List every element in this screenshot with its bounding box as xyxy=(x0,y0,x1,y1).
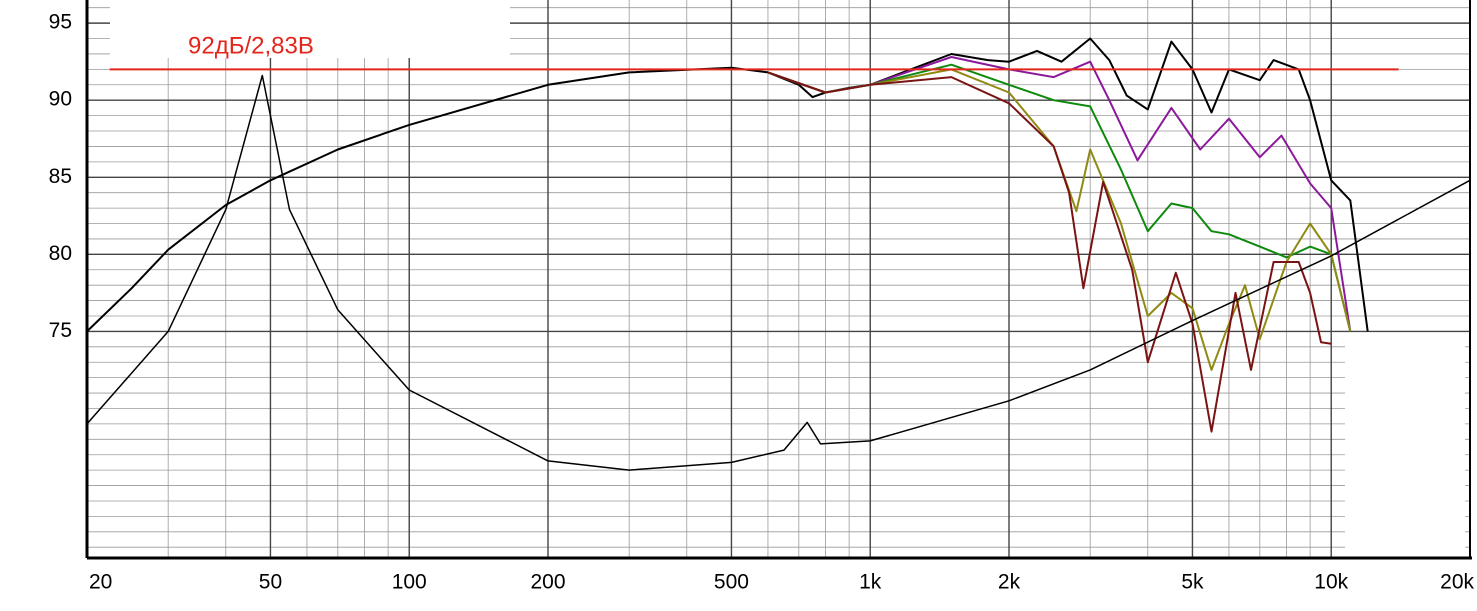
response-line xyxy=(86,37,1369,333)
plot xyxy=(86,37,1471,471)
x-tick-label: 10k xyxy=(1314,571,1348,594)
x-tick-label: 2k xyxy=(998,571,1021,594)
y-tick-label: 85 xyxy=(49,165,72,188)
x-tick-label: 20 xyxy=(89,571,112,594)
reference-label: 92дБ/2,83В xyxy=(188,32,314,59)
x-tick-label: 200 xyxy=(530,571,565,594)
x-tick-label: 500 xyxy=(714,571,749,594)
x-tick-label: 5k xyxy=(1181,571,1204,594)
response-line xyxy=(767,68,1352,371)
blank-patch xyxy=(1345,340,1465,555)
response-line xyxy=(86,74,1471,471)
response-line xyxy=(767,71,1332,433)
x-tick-label: 20k xyxy=(1440,571,1474,594)
response-line xyxy=(767,56,1352,332)
x-tick-label: 100 xyxy=(392,571,427,594)
y-tick-label: 80 xyxy=(49,242,72,265)
x-tick-label: 50 xyxy=(259,571,282,594)
x-tick-label: 1k xyxy=(859,571,882,594)
label-backdrop xyxy=(110,0,510,58)
y-tick-label: 90 xyxy=(49,88,72,111)
y-tick-label: 75 xyxy=(49,319,72,342)
y-tick-label: 95 xyxy=(49,11,72,34)
